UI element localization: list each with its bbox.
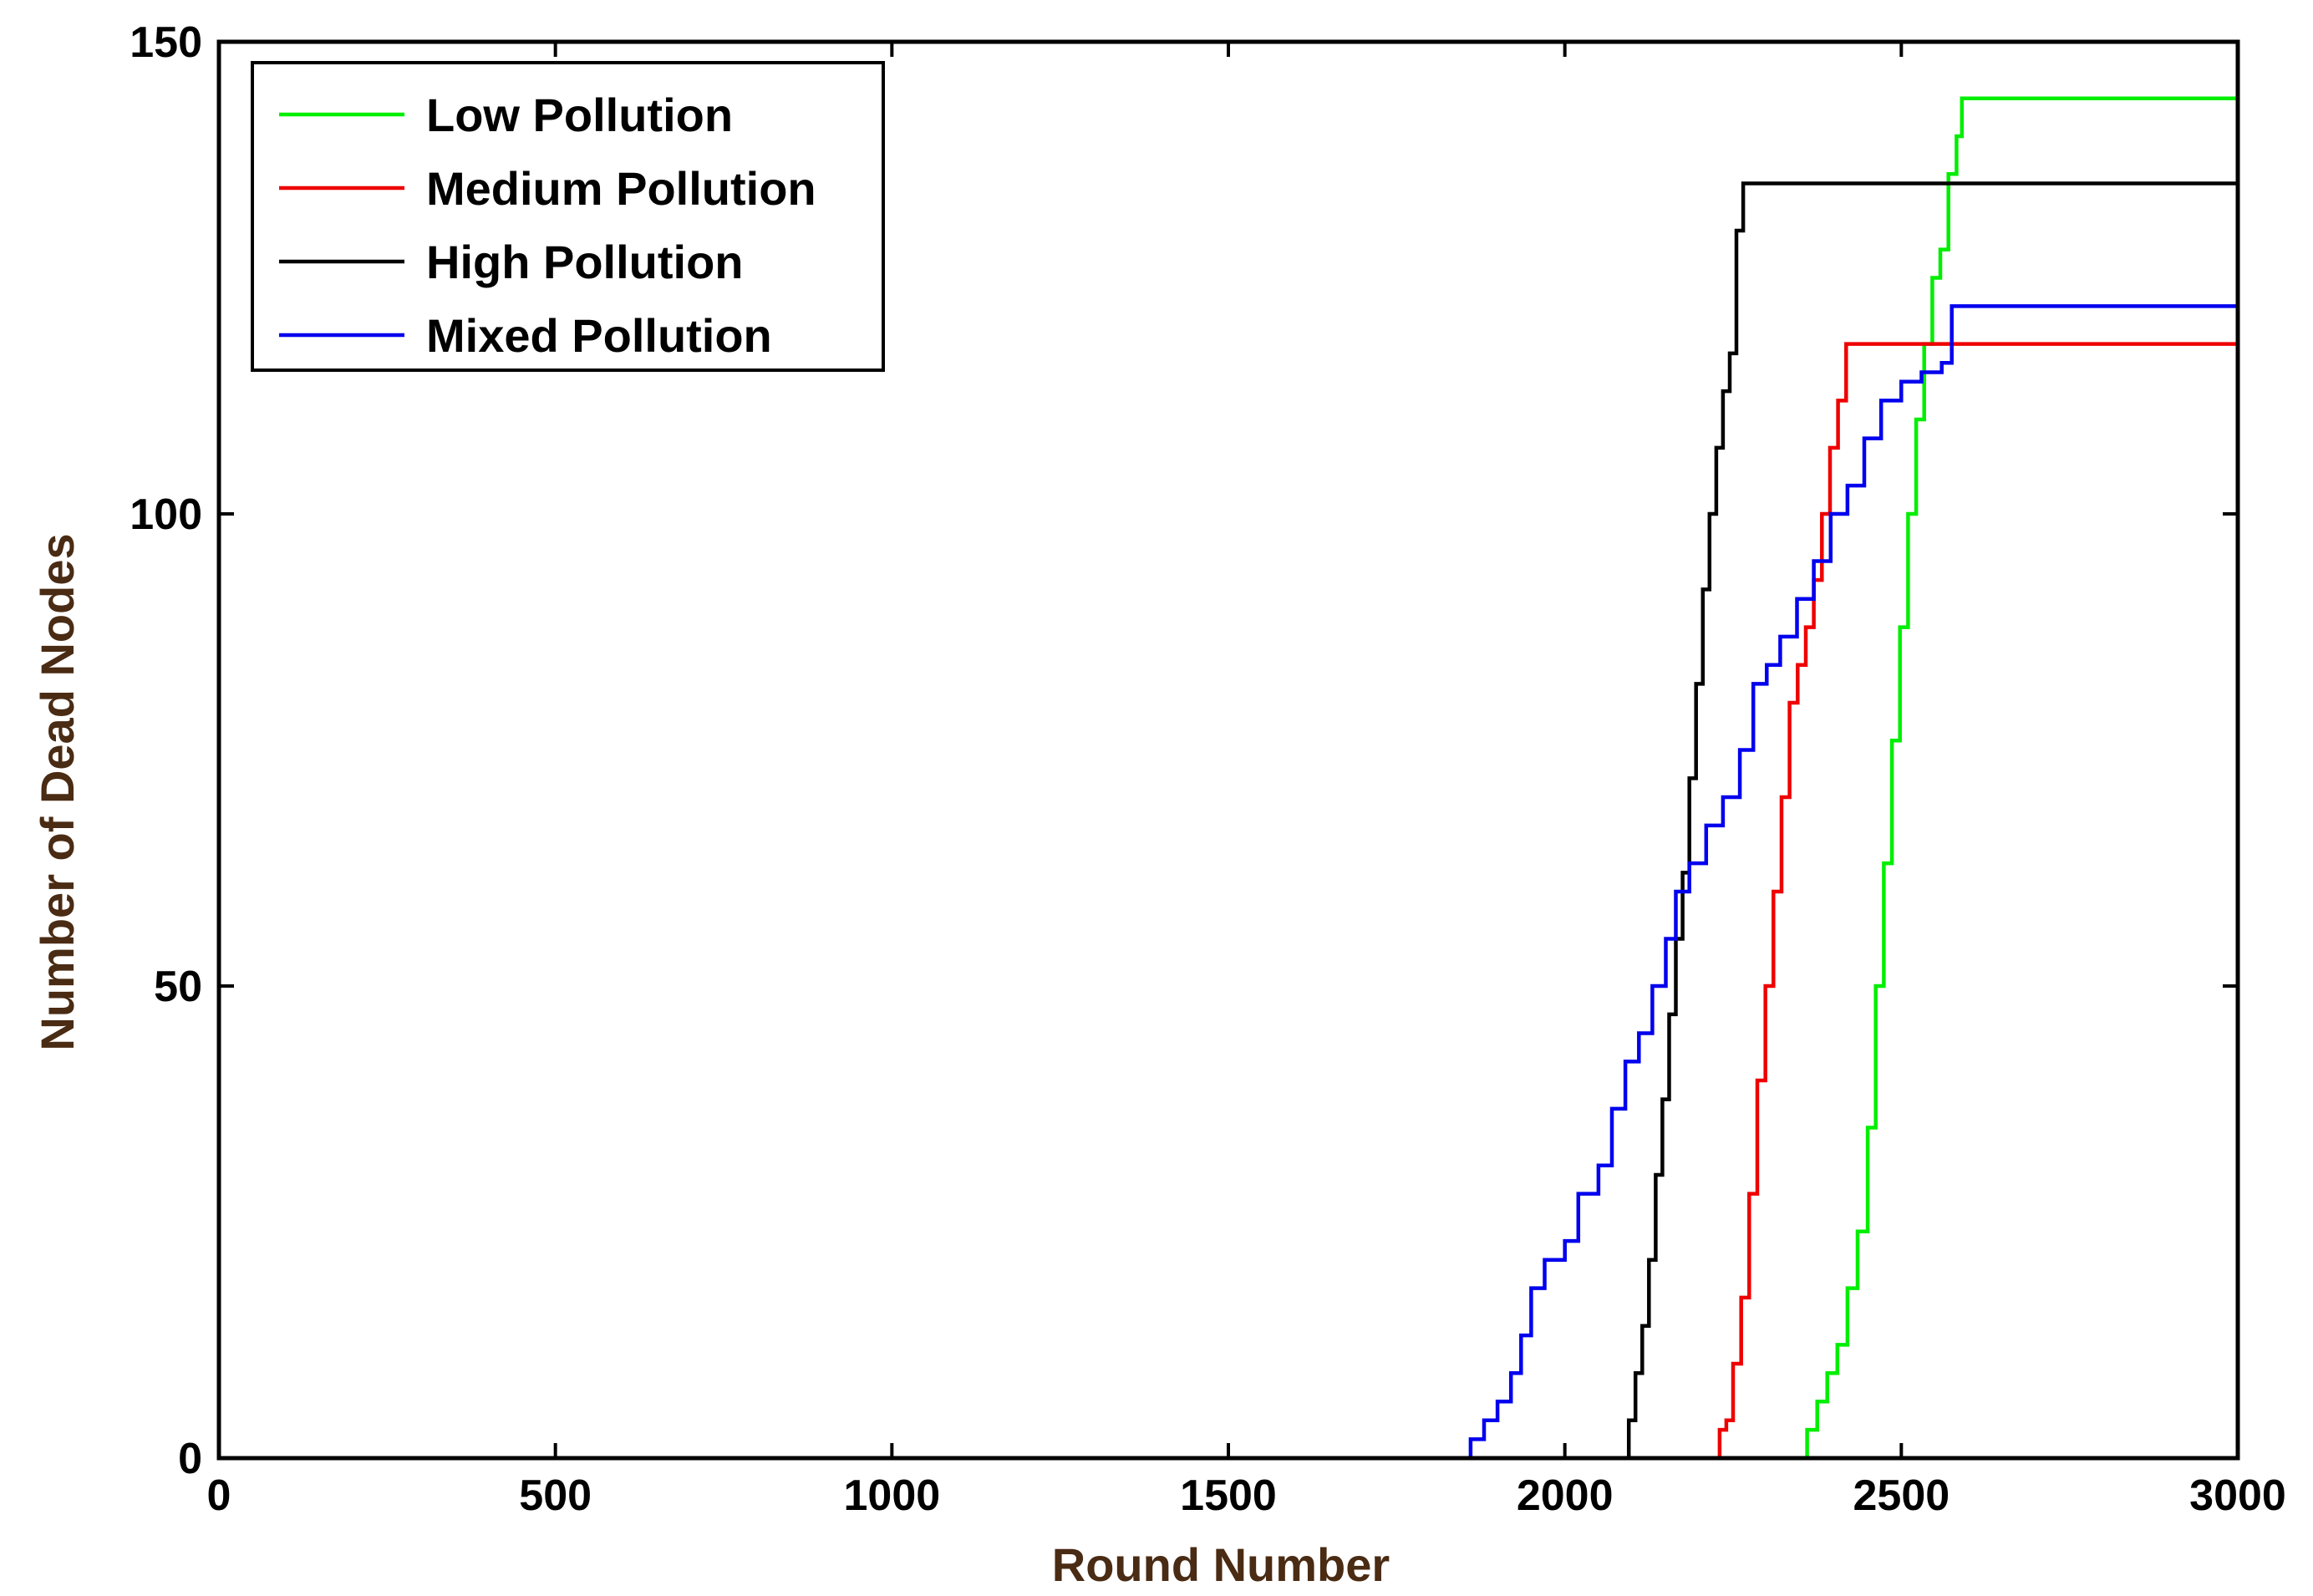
legend-label-low-pollution: Low Pollution	[426, 89, 733, 141]
x-axis-label: Round Number	[1052, 1538, 1390, 1591]
x-tick-label: 2000	[1517, 1471, 1614, 1520]
y-tick-label: 0	[178, 1435, 202, 1483]
x-tick-label: 1500	[1180, 1471, 1277, 1520]
legend-label-high-pollution: High Pollution	[426, 236, 743, 288]
y-tick-label: 50	[154, 963, 202, 1011]
series-line-high-pollution	[219, 181, 2238, 1461]
y-axis-label: Number of Dead Nodes	[31, 533, 84, 1050]
x-tick-label: 500	[519, 1471, 592, 1520]
x-tick-label: 0	[207, 1471, 231, 1520]
series-line-low-pollution	[219, 96, 2238, 1461]
x-tick-label: 1000	[843, 1471, 940, 1520]
series-line-mixed-pollution	[219, 304, 2238, 1461]
y-tick-label: 150	[130, 18, 202, 67]
tick-labels: 0 500 1000 1500 2000 2500 3000 0 50 100 150	[130, 18, 2286, 1520]
plot-frame	[216, 39, 2240, 1461]
legend-label-mixed-pollution: Mixed Pollution	[426, 309, 772, 362]
legend: Low Pollution Medium Pollution High Pollut…	[251, 61, 885, 372]
y-tick-label: 100	[130, 490, 202, 539]
x-tick-label: 3000	[2189, 1471, 2286, 1520]
series-layer	[219, 96, 2238, 1461]
legend-label-medium-pollution: Medium Pollution	[426, 162, 816, 215]
x-tick-label: 2500	[1853, 1471, 1950, 1520]
